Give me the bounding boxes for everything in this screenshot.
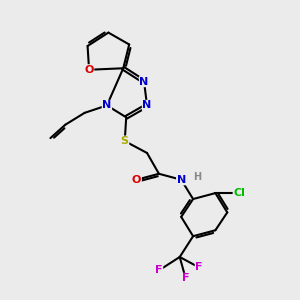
Text: O: O (84, 65, 94, 75)
Text: F: F (182, 273, 189, 284)
Text: F: F (195, 262, 203, 272)
Text: F: F (155, 266, 163, 275)
Text: N: N (140, 76, 149, 87)
Text: S: S (121, 136, 129, 146)
Text: Cl: Cl (233, 188, 245, 198)
Text: O: O (132, 175, 141, 185)
Text: H: H (193, 172, 201, 182)
Text: N: N (177, 175, 186, 185)
Text: N: N (102, 100, 112, 110)
Text: N: N (142, 100, 152, 110)
